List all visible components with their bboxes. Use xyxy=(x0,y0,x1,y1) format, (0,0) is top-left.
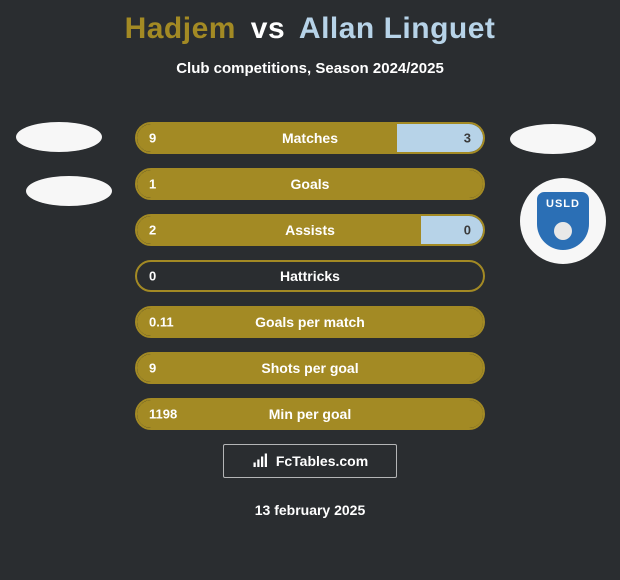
player2-avatar-placeholder xyxy=(510,124,596,154)
stat-bars-container: 93Matches 1Goals 20Assists 0Hattricks 0.11Go… xyxy=(135,122,485,444)
stat-row: 0.11Goals per match xyxy=(135,306,485,338)
club-logo-text: USLD xyxy=(546,198,580,210)
chart-icon xyxy=(252,453,270,469)
player2-club-logo: USLD xyxy=(520,178,606,264)
stat-row: 93Matches xyxy=(135,122,485,154)
stat-label: Goals per match xyxy=(137,314,483,330)
vs-text: vs xyxy=(251,12,285,45)
player2-name: Allan Linguet xyxy=(299,12,496,45)
ball-icon xyxy=(554,222,572,240)
player1-name: Hadjem xyxy=(125,12,236,45)
player1-avatar-placeholder xyxy=(26,176,112,206)
stat-row: 0Hattricks xyxy=(135,260,485,292)
player1-club-placeholder xyxy=(16,122,102,152)
source-badge: FcTables.com xyxy=(223,444,397,478)
source-text: FcTables.com xyxy=(276,453,368,469)
stat-label: Shots per goal xyxy=(137,360,483,376)
stat-label: Matches xyxy=(137,130,483,146)
stat-row: 9Shots per goal xyxy=(135,352,485,384)
date-label: 13 february 2025 xyxy=(0,502,620,518)
stat-row: 1Goals xyxy=(135,168,485,200)
subtitle: Club competitions, Season 2024/2025 xyxy=(0,60,620,77)
club-shield-icon: USLD xyxy=(537,192,589,250)
stat-row: 1198Min per goal xyxy=(135,398,485,430)
stat-label: Assists xyxy=(137,222,483,238)
stat-label: Min per goal xyxy=(137,406,483,422)
stat-label: Goals xyxy=(137,176,483,192)
stat-row: 20Assists xyxy=(135,214,485,246)
stat-label: Hattricks xyxy=(137,268,483,284)
comparison-title: Hadjem vs Allan Linguet xyxy=(0,0,620,46)
